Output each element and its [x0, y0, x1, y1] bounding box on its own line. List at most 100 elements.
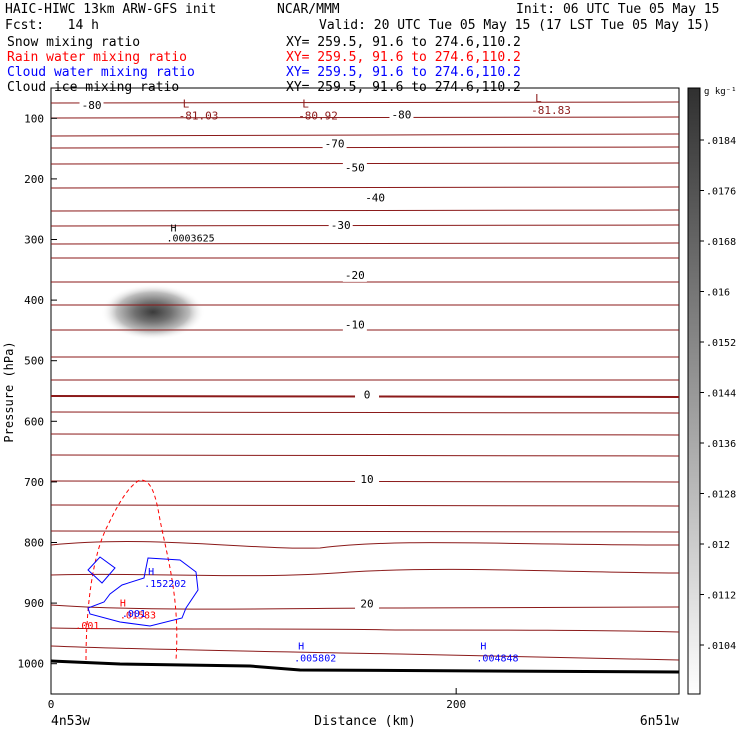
colorbar-tick-label: .0168: [706, 237, 736, 248]
isotherm: [50, 568, 680, 577]
temperature-label: -30: [331, 219, 351, 232]
temperature-contours: [50, 101, 680, 661]
y-axis-label: Pressure (hPa): [2, 341, 16, 442]
temperature-label-bg: [342, 269, 367, 282]
cloud-water-max-value: .004848: [476, 653, 518, 664]
colorbar-tick-label: .0176: [706, 187, 736, 198]
colorbar: [687, 87, 701, 695]
isotherm: [50, 504, 680, 507]
field-rain-xy: XY= 259.5, 91.6 to 274.6,110.2: [286, 50, 521, 65]
cloud-water-max-marker: H: [480, 641, 486, 652]
colorbar-tick-label: .0136: [706, 439, 736, 450]
temperature-label: -50: [345, 162, 365, 175]
cloud-ice-maximum: [101, 284, 205, 340]
temperature-min-value: -81.03: [179, 109, 219, 122]
cloud-water-contour: [87, 557, 199, 627]
temperature-min-marker: L: [302, 97, 309, 110]
colorbar-tick-label: .0152: [706, 338, 736, 349]
snow-max-marker: H: [170, 224, 176, 235]
rain-water-contour: [85, 479, 178, 661]
temperature-label-bg: [322, 138, 347, 151]
x-tick-label: 200: [446, 698, 466, 711]
cloud-water-contour: [87, 556, 116, 584]
rain-max-marker: H: [120, 598, 126, 609]
rain-max-value: .01583: [120, 610, 156, 621]
valid-time: Valid: 20 UTC Tue 05 May 15 (17 LST Tue …: [319, 18, 711, 33]
temperature-label: 10: [360, 473, 373, 486]
isotherm: [50, 186, 680, 189]
field-cloud-water: Cloud water mixing ratio: [7, 65, 195, 80]
isotherm: [50, 433, 680, 436]
y-tick-label: 100: [24, 112, 44, 125]
isotherm: [50, 224, 680, 227]
colorbar-ticks: .0184 .0176 .0168 .016 .0152 .0144 .0136 .0128.…: [700, 136, 736, 652]
cloud-water-contour-label: .001: [122, 609, 146, 620]
x-right-label: 6n51w: [640, 714, 679, 729]
y-tick-label: 900: [24, 597, 44, 610]
y-tick-label: 800: [24, 537, 44, 550]
isotherm: [50, 454, 680, 457]
isotherm: [50, 627, 680, 633]
rain-contour-label: .001: [75, 621, 99, 632]
cloud-water-max-marker: H: [148, 567, 154, 578]
colorbar-unit: g kg⁻¹: [704, 87, 737, 97]
field-snow-xy: XY= 259.5, 91.6 to 274.6,110.2: [286, 35, 521, 50]
y-axis: 100 200 300 400 500 600 700 800 900 1000: [18, 112, 57, 671]
temperature-label: 20: [360, 597, 373, 610]
snow-max-value: .0003625: [166, 234, 214, 245]
x-axis-label: Distance (km): [314, 714, 416, 729]
temperature-label: -80: [392, 108, 412, 121]
cloud-water-max-marker: H: [298, 641, 304, 652]
field-snow: Snow mixing ratio: [7, 35, 141, 50]
field-cloud-water-xy: XY= 259.5, 91.6 to 274.6,110.2: [286, 65, 521, 80]
init-time: Init: 06 UTC Tue 05 May 15: [516, 2, 720, 17]
temperature-label: -40: [365, 191, 385, 204]
isotherm: [50, 541, 680, 549]
temperature-label-bg: [355, 389, 380, 402]
colorbar-tick-label: .0184: [706, 136, 736, 147]
y-tick-label: 600: [24, 415, 44, 428]
terrain-line: [50, 659, 680, 674]
temperature-label: -10: [345, 319, 365, 332]
temperature-label: 0: [364, 388, 371, 401]
colorbar-tick-label: .0104: [706, 641, 736, 652]
temperature-labels: -80-80-70-50-40-30-20-1001020L-81.03L-80…: [79, 92, 571, 611]
y-tick-label: 400: [24, 294, 44, 307]
temperature-label-bg: [79, 100, 104, 113]
y-tick-label: 700: [24, 476, 44, 489]
temperature-label-bg: [342, 162, 367, 175]
temperature-label-bg: [342, 319, 367, 332]
isotherm: [50, 146, 680, 149]
isotherm: [50, 133, 680, 137]
temperature-min-marker: L: [535, 92, 542, 105]
y-tick-label: 500: [24, 355, 44, 368]
isotherm: [50, 411, 680, 414]
isotherm: [50, 101, 680, 104]
isotherm: [50, 645, 680, 661]
field-labels: H.0003625H.01583.001H.152202.001H.005802…: [75, 224, 518, 665]
plot-frame: [50, 87, 680, 695]
temperature-label-bg: [355, 474, 380, 487]
title: HAIC-HIWC 13km ARW-GFS init: [5, 2, 217, 17]
colorbar-tick-label: .012: [706, 540, 730, 551]
temperature-label-bg: [328, 220, 353, 233]
temperature-min-value: -81.83: [531, 104, 571, 117]
cloud-water-contours: [87, 556, 199, 627]
y-tick-label: 300: [24, 234, 44, 247]
colorbar-tick-label: .016: [706, 288, 730, 299]
field-rain: Rain water mixing ratio: [7, 50, 188, 65]
cloud-water-max-value: .005802: [294, 653, 336, 664]
cloud-water-max-value: .152202: [144, 579, 186, 590]
isotherm: [50, 530, 680, 533]
organization: NCAR/MMM: [277, 2, 340, 17]
temperature-label-bg: [363, 192, 388, 205]
forecast-hour: Fcst: 14 h: [5, 18, 99, 33]
y-tick-label: 1000: [18, 658, 45, 671]
temperature-label: -80: [82, 99, 102, 112]
temperature-label: -20: [345, 269, 365, 282]
temperature-label-bg: [389, 109, 414, 122]
colorbar-tick-label: .0144: [706, 389, 736, 400]
isotherm: [50, 242, 680, 245]
temperature-min-value: -80.92: [298, 109, 338, 122]
y-tick-label: 200: [24, 173, 44, 186]
